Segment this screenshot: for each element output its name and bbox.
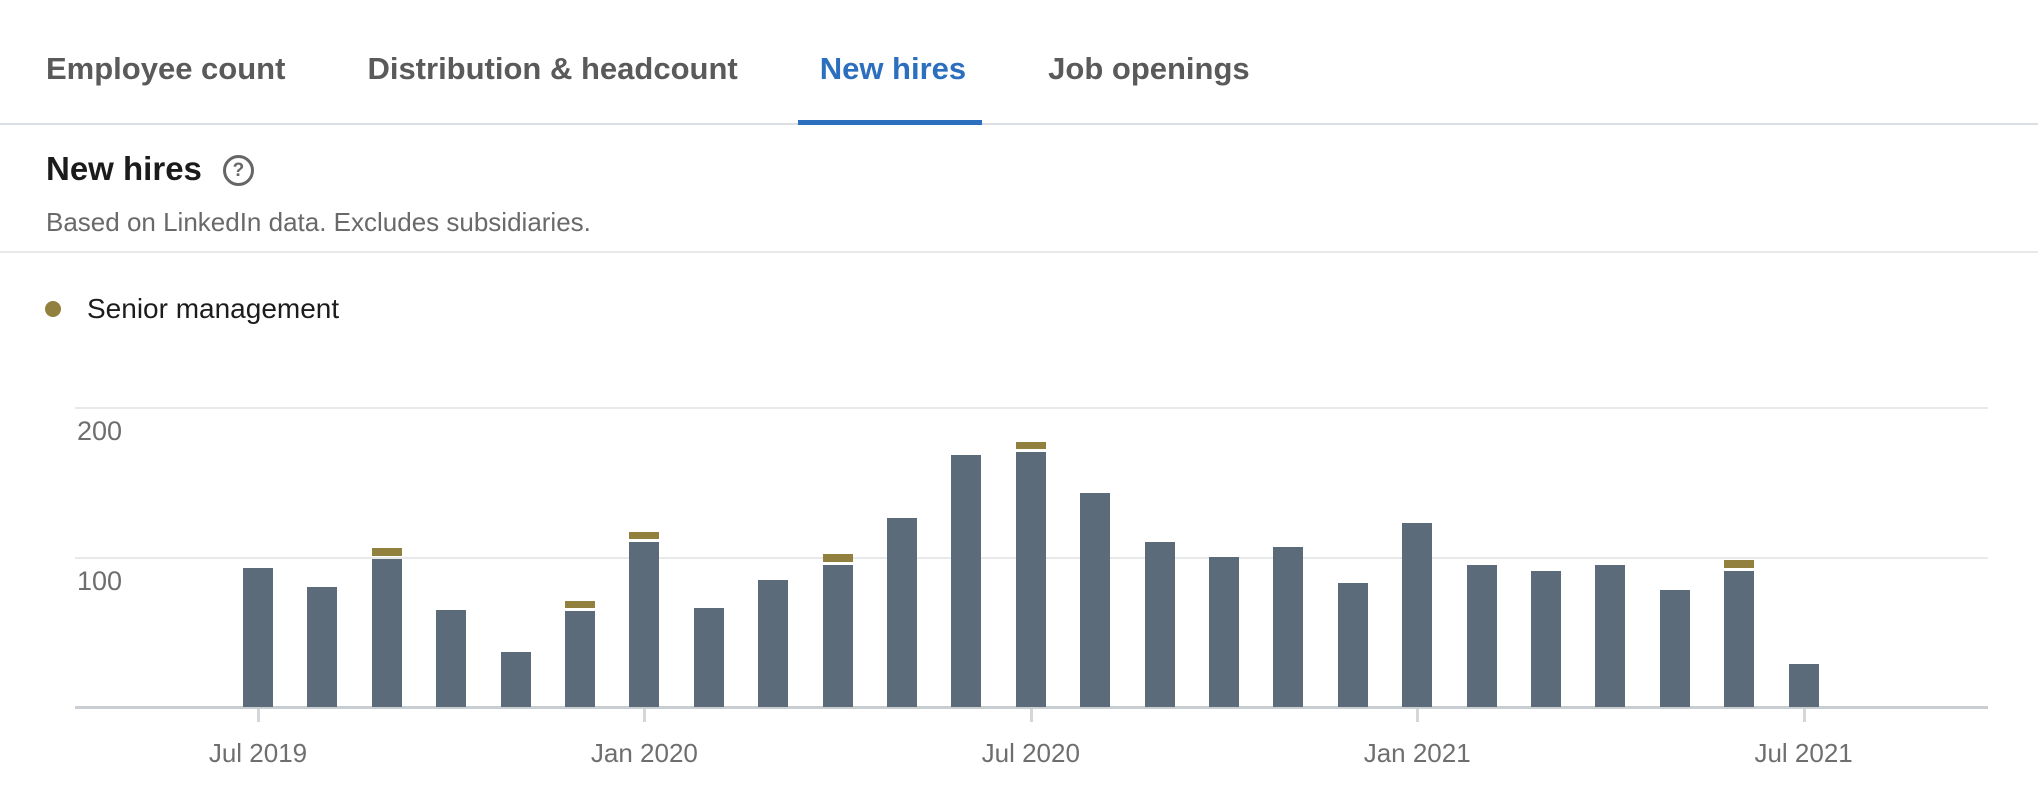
chart-bar[interactable] — [951, 455, 982, 707]
chart-bar-senior-segment[interactable] — [822, 554, 853, 562]
chart-bar[interactable] — [629, 542, 660, 707]
gridline-200 — [75, 407, 1988, 409]
x-axis-label: Jul 2019 — [208, 738, 308, 768]
legend-item-senior-management[interactable]: Senior management — [45, 292, 339, 326]
chart-bar-senior-segment[interactable] — [629, 531, 660, 539]
tab-job-openings[interactable]: Job openings — [1048, 50, 1250, 86]
section-divider — [0, 251, 2038, 253]
chart-bar[interactable] — [1402, 522, 1433, 707]
section-subtitle: Based on LinkedIn data. Excludes subsidi… — [46, 207, 591, 237]
x-axis-tick — [257, 709, 260, 722]
chart-bar[interactable] — [887, 518, 917, 707]
tab-new-hires[interactable]: New hires — [797, 14, 983, 125]
x-axis-tick — [643, 709, 647, 722]
chart-bar[interactable] — [565, 611, 595, 707]
help-question-mark-icon[interactable]: ? — [222, 155, 254, 186]
chart-bar[interactable] — [243, 567, 273, 707]
legend-label: Senior management — [87, 293, 340, 324]
chart-bar[interactable] — [1595, 564, 1626, 707]
chart-bar[interactable] — [1273, 546, 1304, 707]
chart-bar[interactable] — [1659, 590, 1690, 707]
chart-bar[interactable] — [371, 558, 402, 707]
chart-bar[interactable] — [1144, 542, 1175, 707]
x-axis-label: Jul 2020 — [981, 738, 1080, 768]
x-axis-tick — [1416, 709, 1420, 722]
x-axis-tick — [1029, 709, 1033, 722]
chart-bar[interactable] — [1531, 570, 1561, 707]
page-title: New hires — [46, 150, 202, 187]
chart-bar[interactable] — [500, 651, 531, 707]
chart-bar[interactable] — [1015, 452, 1046, 707]
legend-dot-icon — [45, 301, 61, 317]
chart-bar-senior-segment[interactable] — [1724, 560, 1755, 568]
chart-bar-senior-segment[interactable] — [371, 548, 402, 556]
tab-bar: Employee count Distribution & headcount … — [0, 0, 2038, 125]
chart-bar-senior-segment[interactable] — [565, 600, 595, 608]
chart-bar[interactable] — [758, 579, 789, 707]
chart-bar[interactable] — [1209, 557, 1239, 707]
x-axis-line — [75, 706, 1988, 709]
chart-bar[interactable] — [693, 608, 724, 707]
chart-bar[interactable] — [1337, 582, 1368, 707]
x-axis-label: Jul 2021 — [1754, 738, 1853, 768]
chart-bar[interactable] — [1466, 564, 1497, 707]
chart-bar[interactable] — [1080, 492, 1111, 707]
section-header: New hires ? — [46, 148, 254, 190]
x-axis-label: Jan 2020 — [590, 738, 698, 768]
tab-employee-count[interactable]: Employee count — [46, 50, 286, 86]
chart-bar[interactable] — [1724, 570, 1755, 707]
chart-bar[interactable] — [822, 564, 853, 707]
chart-bar[interactable] — [307, 587, 338, 707]
chart-bar[interactable] — [436, 609, 467, 707]
y-axis-label: 200 — [77, 416, 123, 446]
chart-bar[interactable] — [1788, 663, 1819, 707]
x-axis-tick — [1802, 709, 1806, 722]
x-axis-label: Jan 2021 — [1363, 738, 1471, 768]
chart-bar-senior-segment[interactable] — [1015, 441, 1046, 449]
y-axis-label: 100 — [77, 566, 123, 596]
tab-distribution-headcount[interactable]: Distribution & headcount — [367, 50, 738, 86]
